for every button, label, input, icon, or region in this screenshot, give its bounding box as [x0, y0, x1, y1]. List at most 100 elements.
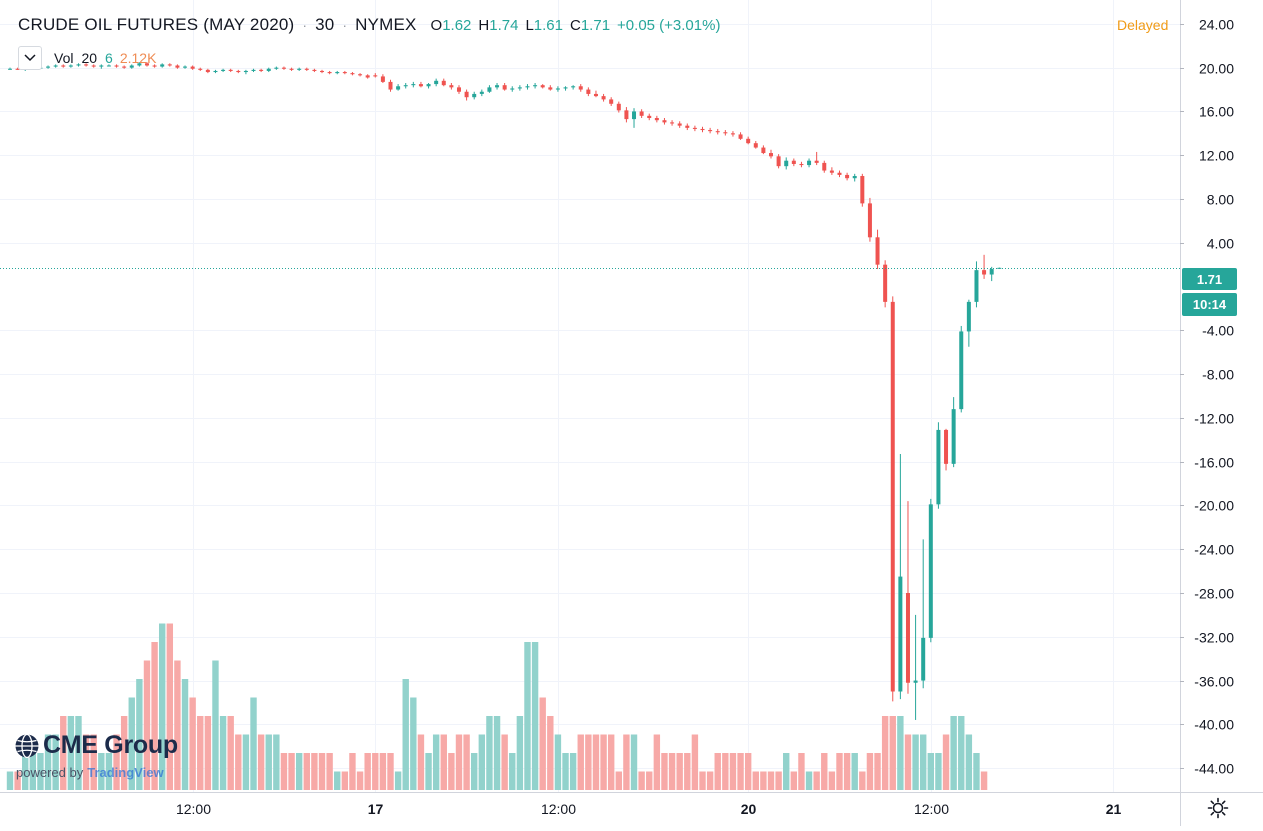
volume-bar — [607, 734, 615, 790]
candle-body — [738, 134, 743, 139]
candle-body — [441, 80, 446, 86]
candle-body — [205, 69, 210, 73]
candle-body — [365, 75, 370, 78]
candle-body — [670, 122, 675, 124]
candle-body — [342, 72, 347, 74]
candle-body — [921, 637, 926, 681]
volume-bar — [303, 753, 310, 790]
candle-body — [540, 85, 545, 88]
volume-bar — [950, 716, 957, 790]
candle-body — [898, 576, 903, 692]
candle-body — [708, 130, 713, 132]
volume-bar — [767, 771, 775, 790]
volume-bar — [920, 734, 927, 790]
candle-body — [61, 65, 66, 67]
cme-group-logo: CME Group — [14, 731, 178, 760]
volume-bar — [874, 753, 881, 790]
candle-body — [53, 65, 58, 67]
candle-body — [106, 65, 111, 67]
candle-body — [936, 429, 941, 505]
candle-body — [776, 156, 781, 167]
time-tick-label: 20 — [741, 801, 757, 817]
candle-body — [167, 64, 172, 66]
volume-bars — [6, 623, 988, 790]
candle-body — [213, 70, 218, 73]
volume-bar — [159, 623, 166, 790]
price-tick-label: -40.00 — [1194, 717, 1234, 733]
candlesticks — [8, 62, 1002, 720]
volume-bar — [965, 734, 973, 790]
delayed-badge[interactable]: Delayed — [1117, 17, 1169, 33]
time-tick-label: 12:00 — [541, 801, 576, 817]
candle-body — [426, 84, 431, 87]
high-value: 1.74 — [489, 16, 519, 34]
candle-body — [883, 264, 888, 302]
powered-by-label: powered by — [16, 765, 84, 780]
candle-body — [715, 131, 720, 133]
volume-bar — [623, 734, 630, 790]
candle-body — [548, 87, 553, 90]
candle-body — [76, 64, 81, 66]
volume-bar — [615, 771, 622, 790]
candle-body — [982, 270, 987, 275]
volume-bar — [334, 771, 341, 790]
volume-bar — [379, 753, 387, 790]
tradingview-link[interactable]: TradingView — [87, 765, 164, 780]
powered-by-text[interactable]: powered by TradingView — [16, 765, 164, 780]
collapse-legend-button[interactable] — [18, 46, 42, 70]
volume-bar — [737, 753, 744, 790]
volume-bar — [455, 734, 463, 790]
candle-body — [46, 66, 51, 68]
candle-body — [730, 133, 735, 135]
candle-body — [479, 91, 484, 94]
candle-body — [814, 160, 819, 163]
candle-body — [571, 86, 576, 88]
candle-body — [837, 172, 842, 175]
volume-bar — [471, 753, 478, 790]
settings-button[interactable] — [1207, 797, 1229, 819]
volume-bar — [204, 716, 212, 790]
interval-label[interactable]: 30 — [315, 15, 335, 34]
candle-body — [122, 66, 127, 68]
volume-bar — [326, 753, 333, 790]
volume-bar — [410, 697, 417, 790]
candle-body — [593, 93, 598, 97]
price-tick-label: -24.00 — [1194, 542, 1234, 558]
time-axis[interactable]: 12:00 17 12:00 20 12:00 21 — [176, 801, 1122, 817]
time-tick-label: 17 — [368, 801, 384, 817]
candle-body — [533, 85, 538, 87]
price-axis[interactable]: 24.00 20.00 16.00 12.00 8.00 4.00 -4.00 -8.00 -1… — [1180, 17, 1234, 777]
volume-bar — [509, 753, 516, 790]
candle-body — [380, 76, 385, 82]
volume-bar — [113, 734, 120, 790]
volume-bar — [904, 734, 912, 790]
candle-body — [517, 87, 522, 89]
candle-body — [852, 176, 857, 179]
symbol-title[interactable]: CRUDE OIL FUTURES (MAY 2020) — [18, 15, 295, 34]
volume-bar — [318, 753, 326, 790]
volume-bar — [265, 734, 272, 790]
price-tick-label: 4.00 — [1207, 236, 1234, 252]
candle-body — [974, 270, 979, 302]
volume-bar — [547, 716, 554, 790]
candle-body — [190, 66, 195, 69]
volume-bar — [227, 716, 234, 790]
price-tick-label: 16.00 — [1199, 104, 1234, 120]
open-label: O — [430, 16, 443, 34]
volume-bar — [805, 771, 813, 790]
price-tick-label: -4.00 — [1202, 323, 1234, 339]
volume-bar — [288, 753, 295, 790]
volume-bar — [653, 734, 661, 790]
volume-bar — [235, 734, 242, 790]
volume-bar — [729, 753, 737, 790]
volume-bar — [562, 753, 569, 790]
candle-body — [860, 176, 865, 204]
volume-bar — [387, 753, 394, 790]
candle-body — [266, 68, 271, 71]
volume-bar — [143, 660, 151, 790]
candle-body — [761, 147, 766, 154]
volume-bar — [189, 697, 196, 790]
volume-count-value: 6 — [105, 50, 113, 66]
